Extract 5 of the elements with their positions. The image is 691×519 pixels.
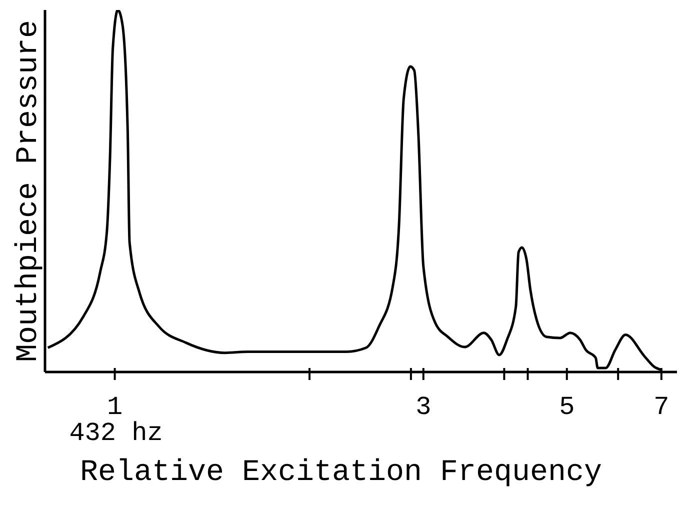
y-axis-title: Mouthpiece Pressure <box>12 20 46 362</box>
x-axis-title: Relative Excitation Frequency <box>80 456 602 490</box>
x-tick-label: 3 <box>416 392 432 422</box>
x-tick-label: 5 <box>559 392 575 422</box>
x-tick-label: 7 <box>654 392 670 422</box>
